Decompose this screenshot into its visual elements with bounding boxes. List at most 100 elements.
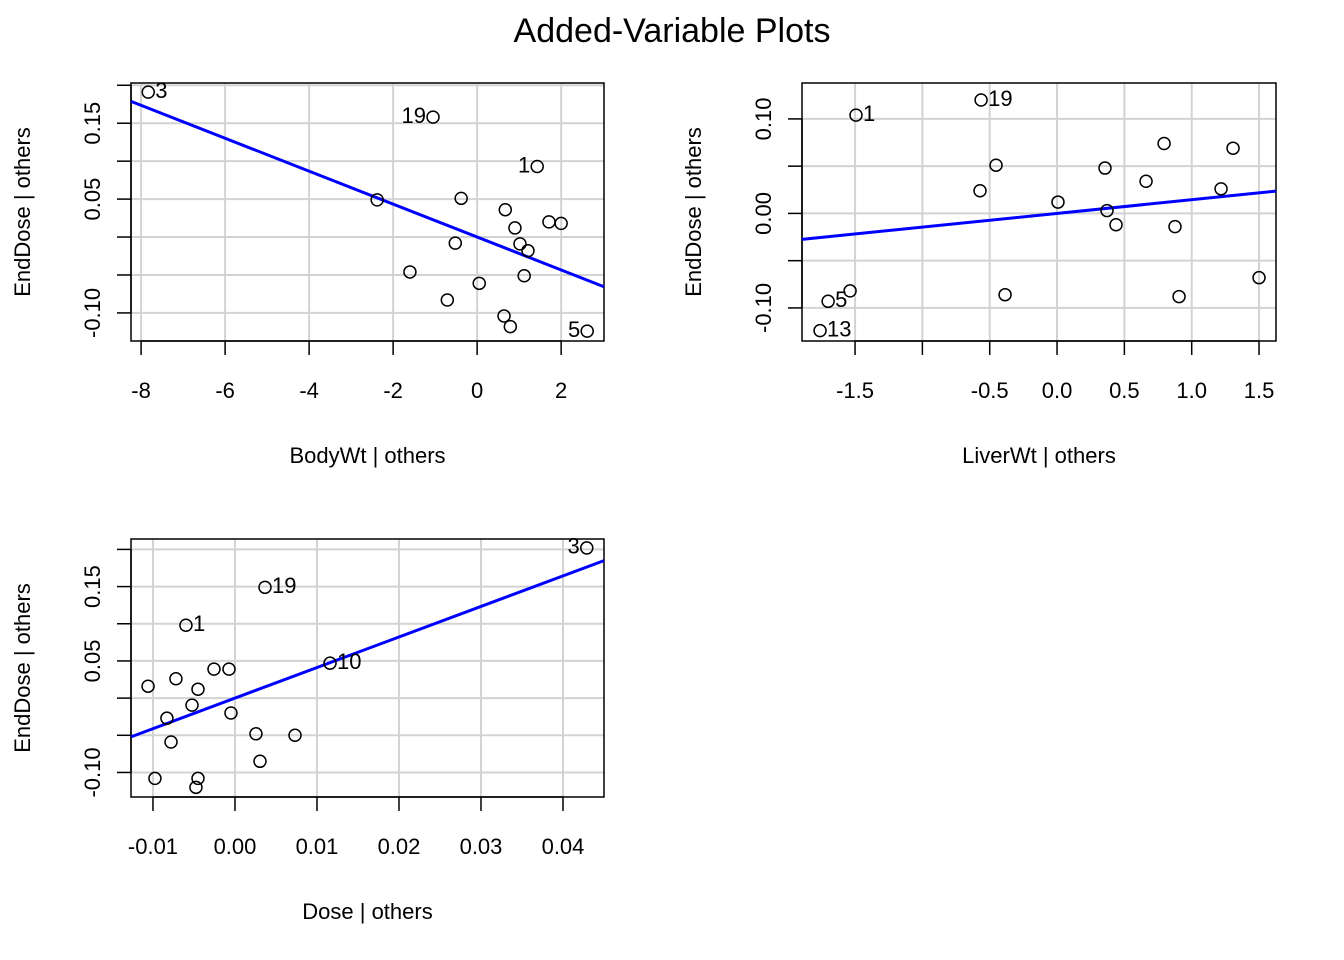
point	[813, 323, 827, 338]
point	[288, 728, 302, 743]
point	[448, 236, 463, 250]
point-label: 3	[155, 78, 167, 103]
x-tick-label: -8	[131, 378, 151, 403]
point	[497, 309, 511, 323]
y-tick-label: -0.10	[751, 283, 776, 333]
point	[974, 93, 988, 107]
y-tick-label: 0.15	[80, 102, 105, 145]
point	[1214, 182, 1228, 196]
panel: -0.01 0.00 0.01 0.02 0.03 0.04 -0.10 0.05 0.15 Do…	[10, 534, 605, 924]
point	[843, 284, 857, 298]
point	[849, 108, 863, 122]
point	[517, 268, 531, 283]
point	[370, 193, 384, 207]
point	[472, 276, 486, 291]
y-tick-label: 0.15	[80, 565, 105, 608]
point	[454, 191, 468, 206]
point	[440, 293, 455, 307]
x-tick-label: -2	[383, 378, 403, 403]
point-label: 5	[568, 317, 580, 342]
x-tick-label: 1.5	[1244, 378, 1275, 403]
x-tick-label: 0.04	[542, 834, 585, 859]
x-axis-label: Dose | others	[302, 899, 432, 924]
point-label: 5	[835, 287, 847, 312]
point-label: 1	[863, 101, 875, 126]
point	[179, 618, 193, 632]
point	[141, 85, 155, 99]
point-label: 10	[337, 649, 361, 674]
x-tick-label: -6	[215, 378, 235, 403]
point	[998, 287, 1012, 302]
point	[554, 216, 568, 231]
point	[207, 662, 221, 676]
point-label: 3	[568, 534, 580, 559]
point	[249, 727, 263, 741]
point	[426, 110, 440, 124]
point	[521, 243, 535, 258]
point	[989, 158, 1003, 172]
point	[498, 202, 513, 217]
point	[508, 221, 522, 235]
point	[1168, 219, 1182, 234]
point	[185, 698, 199, 712]
fit-line	[130, 99, 605, 289]
fit-line	[801, 189, 1277, 241]
point	[1226, 141, 1240, 155]
point	[191, 771, 205, 786]
fit-line	[130, 559, 605, 739]
point-label: 13	[827, 316, 851, 341]
point	[403, 265, 417, 279]
point	[1051, 195, 1065, 209]
point	[222, 662, 236, 676]
point-label: 19	[988, 86, 1012, 111]
x-axis-label: LiverWt | others	[962, 443, 1116, 468]
x-tick-label: 1.0	[1176, 378, 1207, 403]
figure-title: Added-Variable Plots	[514, 12, 831, 50]
point	[141, 679, 155, 693]
point	[530, 159, 544, 174]
point-label: 19	[272, 573, 296, 598]
y-axis-label: EndDose | others	[10, 583, 35, 753]
x-tick-label: 0.03	[460, 834, 503, 859]
point	[258, 580, 272, 595]
point	[542, 215, 556, 229]
point	[253, 754, 267, 769]
y-tick-label: 0.05	[80, 640, 105, 683]
y-axis-label: EndDose | others	[10, 127, 35, 297]
x-tick-label: -0.01	[128, 834, 178, 859]
point-label: 1	[193, 611, 205, 636]
x-tick-label: 0	[471, 378, 483, 403]
x-tick-label: 0.02	[378, 834, 421, 859]
point	[164, 735, 178, 749]
plot-frame	[801, 82, 1277, 342]
x-tick-label: 0.5	[1109, 378, 1140, 403]
point	[169, 672, 183, 686]
x-tick-label: 0.00	[214, 834, 257, 859]
point	[148, 771, 162, 786]
point	[1109, 218, 1123, 232]
point	[1139, 174, 1153, 189]
point	[1100, 203, 1114, 218]
point	[323, 656, 337, 670]
point-label: 1	[518, 152, 530, 177]
y-tick-label: 0.00	[751, 192, 776, 235]
y-tick-label: -0.10	[80, 747, 105, 797]
x-tick-label: 2	[555, 378, 567, 403]
x-axis-label: BodyWt | others	[289, 443, 445, 468]
point	[821, 294, 835, 309]
x-tick-label: 0.0	[1042, 378, 1073, 403]
point	[1098, 161, 1112, 175]
point	[224, 706, 238, 720]
y-axis-label: EndDose | others	[681, 127, 706, 297]
x-tick-label: 0.01	[296, 834, 339, 859]
point	[513, 237, 527, 251]
point	[191, 682, 205, 696]
point-label: 19	[402, 103, 426, 128]
point	[1157, 136, 1171, 151]
point	[1172, 289, 1186, 304]
point	[503, 319, 518, 334]
y-tick-label: 0.10	[751, 97, 776, 140]
point	[189, 780, 203, 795]
point	[580, 324, 594, 338]
